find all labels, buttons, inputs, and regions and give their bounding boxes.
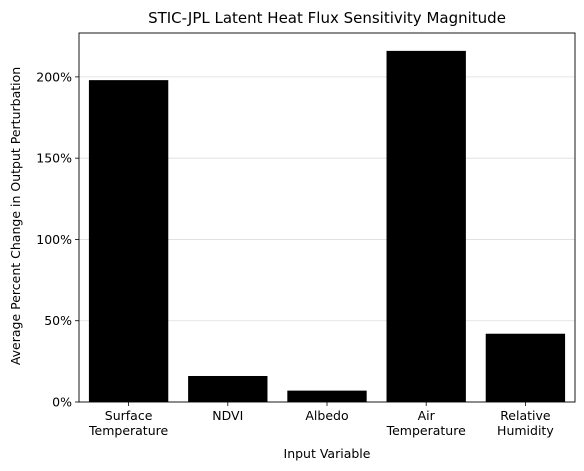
x-tick-label: Humidity [497, 423, 554, 438]
y-tick-label: 50% [44, 313, 72, 328]
bar [386, 50, 466, 403]
y-tick-label: 200% [36, 69, 72, 84]
y-tick-label: 100% [36, 232, 72, 247]
y-axis-label: Average Percent Change in Output Perturb… [8, 67, 23, 365]
bar [188, 375, 268, 402]
bar [88, 80, 169, 403]
bars [88, 50, 566, 403]
y-tick-label: 0% [52, 395, 72, 410]
y-tick-label: 150% [36, 151, 72, 166]
bar [485, 333, 566, 402]
x-tick-label: NDVI [212, 408, 243, 423]
bar [287, 390, 367, 402]
x-tick-label: Air [418, 408, 436, 423]
x-tick-label: Temperature [386, 423, 466, 438]
x-tick-label: Temperature [88, 423, 168, 438]
chart-title: STIC-JPL Latent Heat Flux Sensitivity Ma… [148, 9, 506, 27]
x-tick-label: Surface [105, 408, 153, 423]
x-tick-label: Relative [500, 408, 551, 423]
x-tick-label: Albedo [305, 408, 348, 423]
x-axis-label: Input Variable [284, 446, 371, 461]
